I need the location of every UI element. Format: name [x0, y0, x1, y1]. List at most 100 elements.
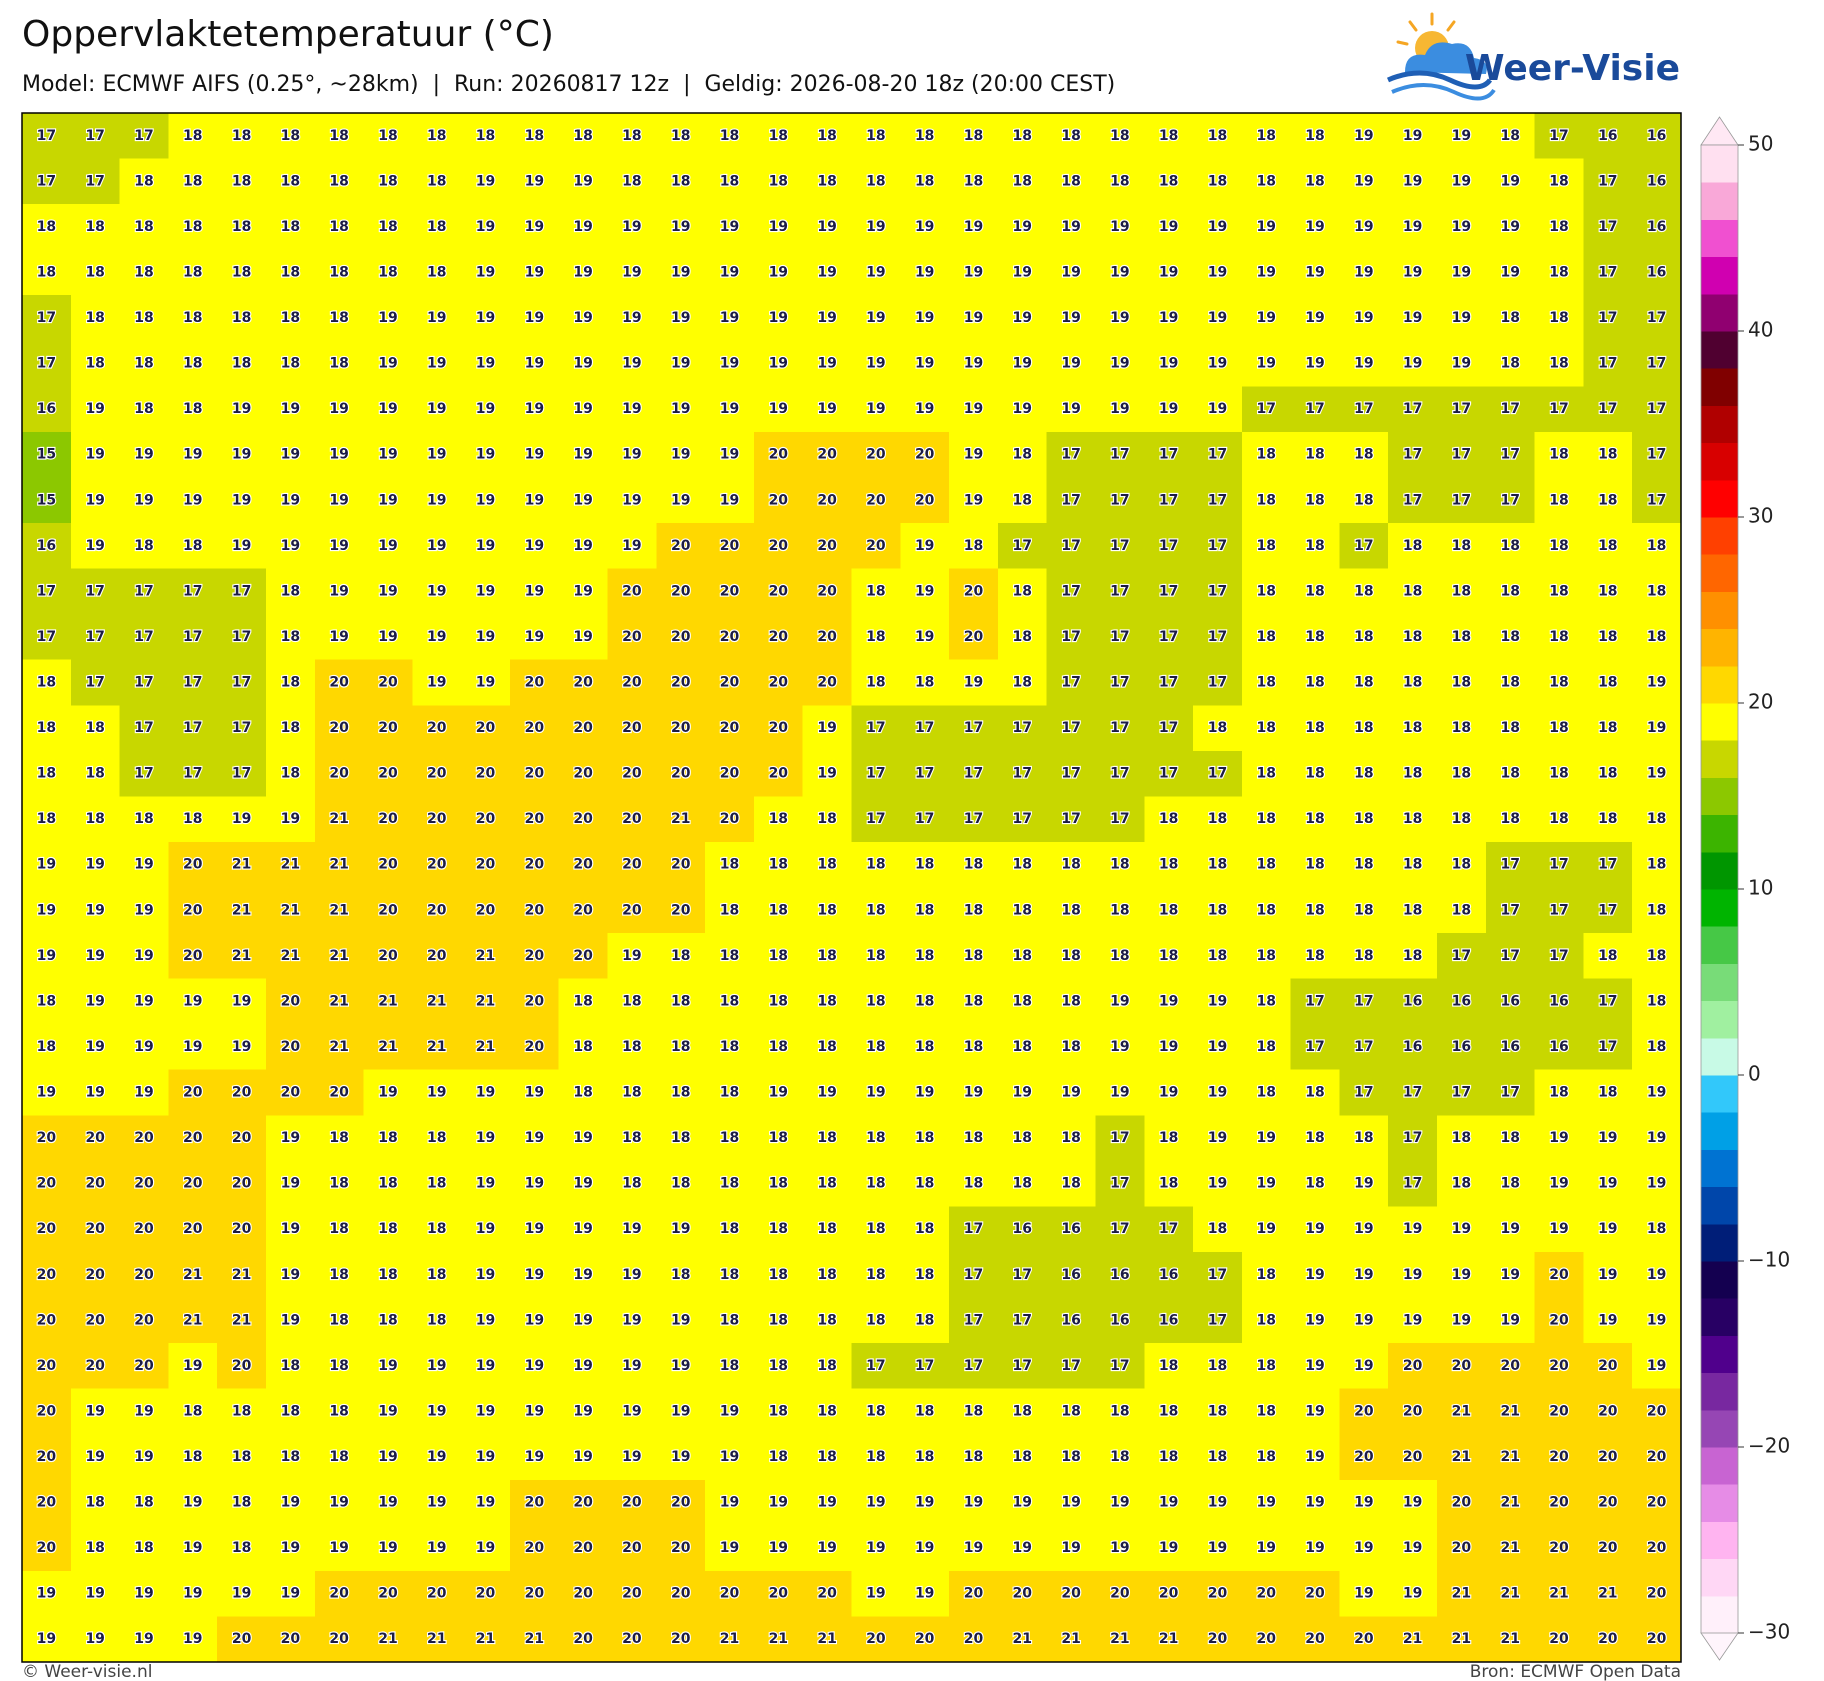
- temperature-value: 17: [1452, 447, 1471, 463]
- temperature-cell: [509, 796, 560, 843]
- temperature-cell: [1144, 204, 1194, 251]
- temperature-value: 20: [622, 583, 642, 599]
- temperature-cell: [22, 295, 72, 342]
- temperature-cell: [851, 1616, 901, 1663]
- temperature-value: 18: [1061, 1449, 1080, 1465]
- temperature-cell: [705, 614, 755, 661]
- temperature-cell: [119, 113, 169, 160]
- temperature-cell: [802, 1206, 853, 1253]
- temperature-value: 18: [1013, 173, 1032, 189]
- temperature-cell: [949, 705, 999, 752]
- temperature-value: 19: [1013, 401, 1032, 417]
- temperature-cell: [22, 1479, 72, 1526]
- temperature-value: 19: [183, 1495, 202, 1511]
- temperature-value: 18: [427, 128, 446, 144]
- temperature-cell: [509, 204, 560, 251]
- temperature-value: 18: [866, 1312, 885, 1328]
- temperature-value: 18: [1452, 1130, 1471, 1146]
- temperature-value: 19: [525, 1403, 544, 1419]
- temperature-value: 19: [1403, 1312, 1422, 1328]
- temperature-cell: [70, 887, 121, 934]
- temperature-cell: [949, 796, 999, 843]
- temperature-cell: [314, 523, 365, 570]
- temperature-cell: [314, 340, 365, 387]
- temperature-cell: [1290, 386, 1341, 433]
- temperature-cell: [607, 113, 657, 160]
- temperature-value: 19: [85, 1085, 104, 1101]
- temperature-value: 19: [37, 1085, 56, 1101]
- temperature-value: 21: [427, 993, 446, 1009]
- temperature-value: 18: [1305, 128, 1324, 144]
- temperature-value: 16: [1647, 219, 1666, 235]
- temperature-value: 17: [134, 583, 153, 599]
- temperature-cell: [1485, 1297, 1536, 1344]
- temperature-cell: [949, 933, 999, 980]
- temperature-cell: [70, 933, 121, 980]
- temperature-value: 20: [769, 766, 789, 782]
- temperature-value: 19: [1110, 1085, 1129, 1101]
- temperature-value: 19: [427, 583, 446, 599]
- temperature-cell: [949, 1570, 999, 1618]
- temperature-value: 18: [1452, 811, 1471, 827]
- temperature-cell: [168, 523, 218, 570]
- temperature-value: 18: [1305, 811, 1324, 827]
- temperature-cell: [1632, 1069, 1682, 1116]
- temperature-cell: [119, 1525, 169, 1572]
- temperature-cell: [509, 523, 560, 570]
- temperature-value: 19: [1257, 219, 1276, 235]
- temperature-cell: [656, 841, 706, 889]
- temperature-cell: [900, 249, 950, 296]
- colorbar-segment: [1701, 1484, 1738, 1522]
- temperature-value: 17: [37, 128, 56, 144]
- temperature-cell: [168, 1616, 218, 1663]
- temperature-value: 20: [329, 1085, 349, 1101]
- colorbar-top-arrow: [1700, 116, 1739, 146]
- temperature-cell: [412, 477, 462, 524]
- temperature-cell: [1193, 1434, 1243, 1481]
- temperature-cell: [656, 1024, 706, 1071]
- temperature-value: 20: [378, 948, 398, 964]
- temperature-value: 19: [817, 720, 836, 736]
- temperature-value: 18: [1013, 128, 1032, 144]
- colorbar-segment: [1701, 1223, 1738, 1262]
- temperature-value: 18: [232, 1449, 251, 1465]
- temperature-cell: [1388, 1479, 1438, 1526]
- temperature-cell: [265, 796, 316, 843]
- temperature-cell: [461, 1115, 511, 1162]
- temperature-value: 21: [1500, 1449, 1519, 1465]
- temperature-cell: [1339, 614, 1389, 661]
- temperature-value: 17: [1013, 720, 1032, 736]
- temperature-value: 20: [134, 1358, 154, 1374]
- temperature-value: 18: [1257, 492, 1276, 508]
- temperature-value: 20: [671, 583, 691, 599]
- temperature-cell: [1290, 1115, 1341, 1162]
- temperature-value: 18: [1647, 993, 1666, 1009]
- temperature-cell: [509, 841, 560, 889]
- temperature-value: 21: [1061, 1631, 1080, 1647]
- temperature-cell: [656, 659, 706, 706]
- colorbar-segment: [1701, 1112, 1738, 1150]
- temperature-cell: [168, 1115, 218, 1162]
- temperature-value: 19: [378, 1495, 397, 1511]
- temperature-cell: [1632, 249, 1682, 296]
- temperature-value: 18: [720, 1221, 739, 1237]
- temperature-value: 19: [573, 1312, 592, 1328]
- temperature-value: 18: [915, 1176, 934, 1192]
- temperature-cell: [607, 1570, 657, 1618]
- temperature-cell: [1485, 295, 1536, 342]
- temperature-cell: [1534, 1069, 1585, 1116]
- temperature-value: 17: [1159, 720, 1178, 736]
- temperature-cell: [851, 1343, 901, 1390]
- temperature-value: 21: [1500, 1403, 1519, 1419]
- temperature-cell: [1144, 386, 1194, 433]
- temperature-value: 18: [1013, 1176, 1032, 1192]
- temperature-cell: [168, 1388, 218, 1435]
- temperature-cell: [22, 340, 72, 387]
- temperature-cell: [1193, 614, 1243, 661]
- temperature-cell: [1485, 1479, 1536, 1526]
- temperature-value: 16: [1549, 993, 1568, 1009]
- temperature-value: 20: [378, 720, 398, 736]
- temperature-value: 19: [573, 1449, 592, 1465]
- temperature-value: 20: [964, 629, 984, 645]
- temperature-cell: [656, 1525, 706, 1572]
